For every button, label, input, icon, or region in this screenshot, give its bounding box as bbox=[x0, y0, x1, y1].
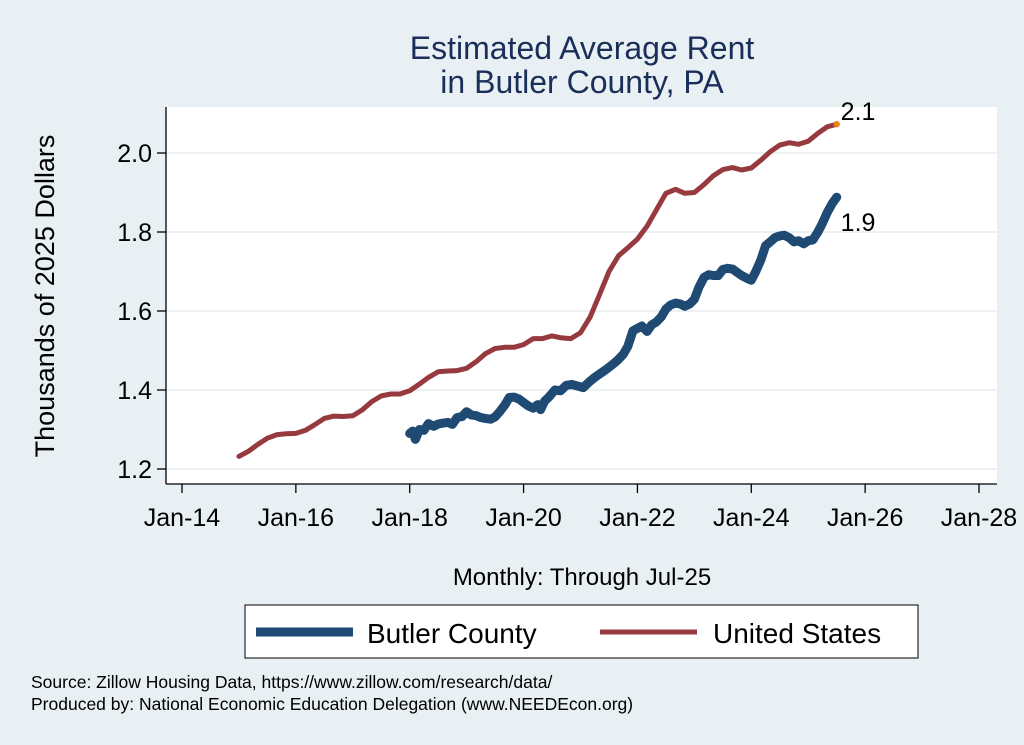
x-tick-label: Jan-28 bbox=[941, 504, 1017, 532]
chart-title-line-1: Estimated Average Rent bbox=[410, 30, 755, 66]
x-tick-label: Jan-24 bbox=[713, 504, 790, 532]
y-tick-label: 1.8 bbox=[117, 219, 152, 247]
y-tick-label: 1.6 bbox=[117, 298, 152, 326]
y-axis-ticks: 1.2 1.4 1.6 1.8 2.0 bbox=[117, 140, 166, 484]
source-note: Source: Zillow Housing Data, https://www… bbox=[31, 672, 552, 692]
chart-title-line-2: in Butler County, PA bbox=[440, 64, 724, 100]
legend: Butler County United States bbox=[244, 604, 919, 659]
legend-label-united-states: United States bbox=[713, 618, 881, 649]
y-axis-title: Thousands of 2025 Dollars bbox=[30, 135, 60, 458]
x-axis-title: Monthly: Through Jul-25 bbox=[453, 564, 711, 591]
x-tick-label: Jan-22 bbox=[599, 504, 675, 532]
x-tick-label: Jan-14 bbox=[144, 504, 221, 532]
y-tick-label: 2.0 bbox=[117, 140, 152, 168]
x-tick-label: Jan-26 bbox=[827, 504, 903, 532]
series-line-butler-county bbox=[405, 192, 842, 444]
y-tick-label: 1.2 bbox=[117, 456, 152, 484]
series-line-united-states bbox=[236, 121, 840, 459]
plot-area bbox=[166, 107, 997, 484]
end-label-united-states: 2.1 bbox=[841, 98, 876, 126]
end-label-butler-county: 1.9 bbox=[841, 209, 876, 237]
gridlines bbox=[166, 152, 997, 470]
legend-label-butler-county: Butler County bbox=[367, 618, 537, 649]
producer-note: Produced by: National Economic Education… bbox=[31, 694, 633, 714]
x-axis-ticks: Jan-14 Jan-16 Jan-18 Jan-20 Jan-22 Jan-24 Jan-… bbox=[144, 484, 1017, 532]
legend-box bbox=[244, 604, 919, 659]
x-tick-label: Jan-18 bbox=[371, 504, 447, 532]
x-tick-label: Jan-20 bbox=[485, 504, 561, 532]
end-marker-united-states bbox=[833, 120, 840, 128]
end-labels: 2.1 1.9 bbox=[841, 98, 876, 237]
x-tick-label: Jan-16 bbox=[258, 504, 334, 532]
series-layer bbox=[236, 120, 842, 459]
y-tick-label: 1.4 bbox=[117, 377, 152, 405]
